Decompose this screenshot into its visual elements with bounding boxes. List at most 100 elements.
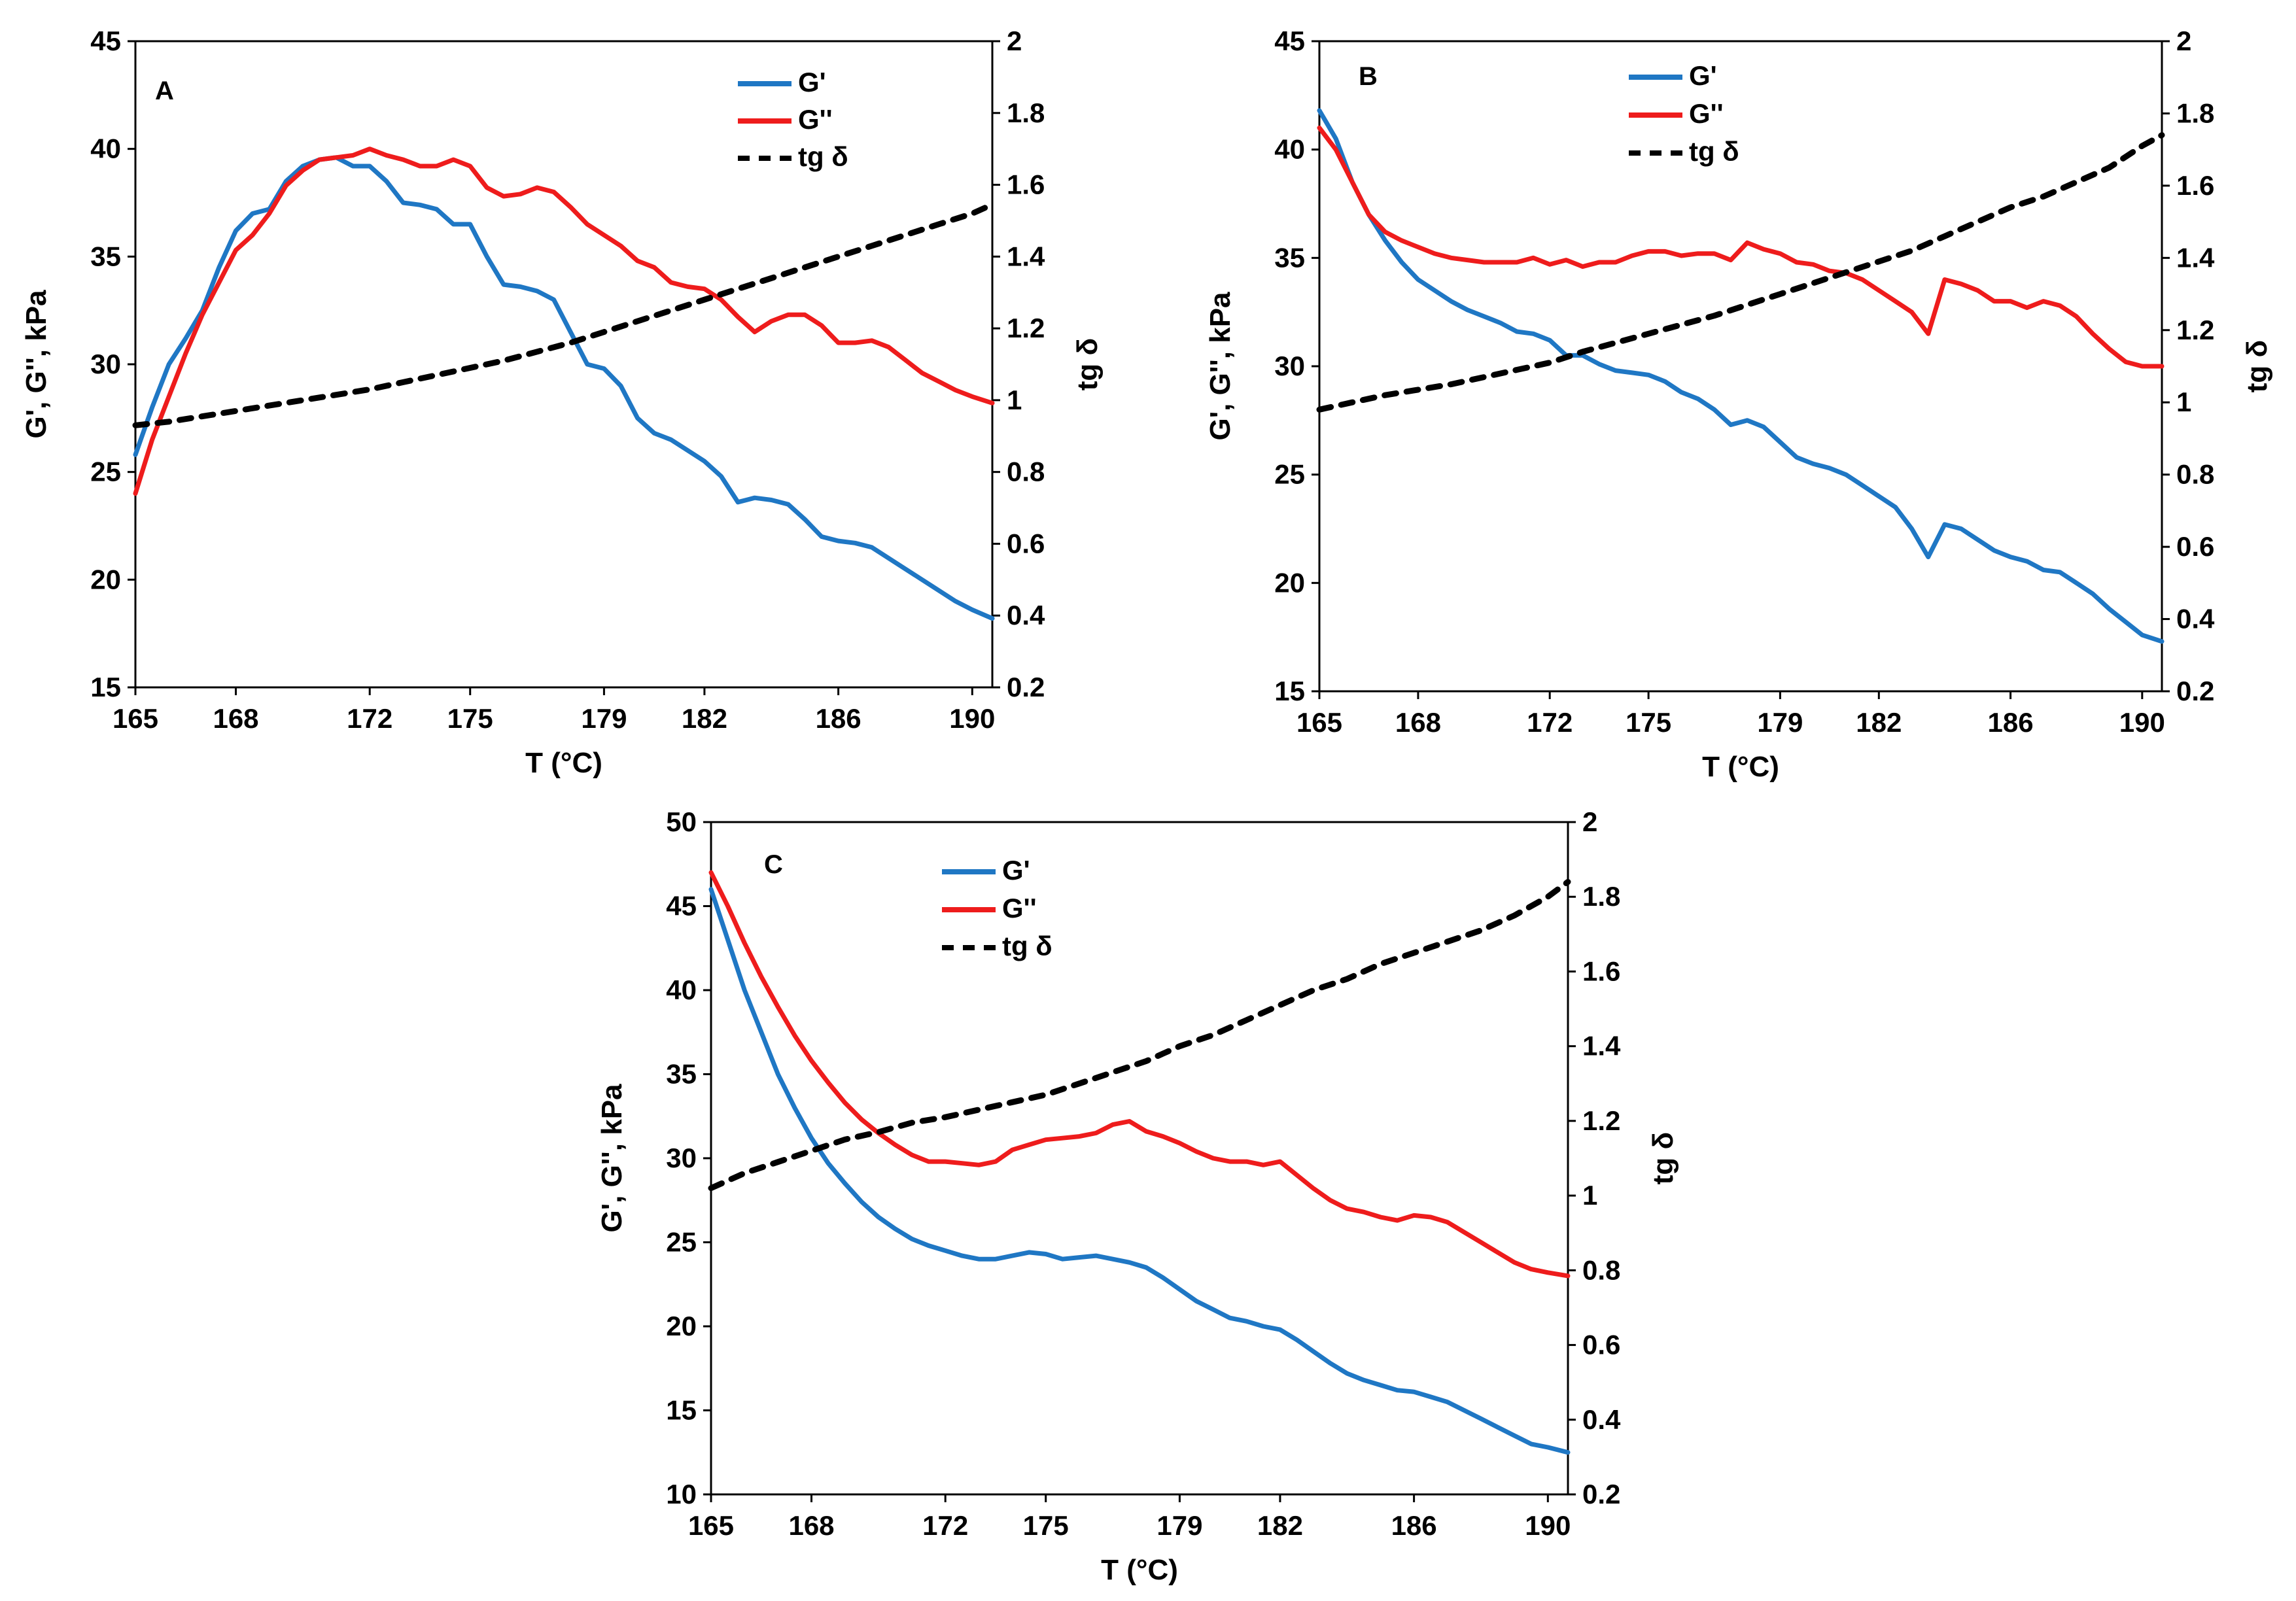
legend-label: G'' [1002,893,1037,923]
y-tick-label: 30 [1274,351,1305,381]
legend-label: tg δ [1689,136,1739,167]
y2-tick-label: 2 [2176,26,2191,56]
x-tick-label: 175 [1626,707,1671,738]
y-tick-label: 35 [90,241,121,271]
y2-tick-label: 1.8 [1007,97,1045,128]
x-tick-label: 179 [1157,1510,1202,1541]
y2-tick-label: 0.6 [1007,528,1045,559]
y2-tick-label: 0.4 [1582,1404,1621,1435]
series-line-g-prime [1317,108,2165,644]
y-tick-label: 10 [666,1479,697,1509]
y-tick-label: 20 [666,1311,697,1341]
x-tick-label: 190 [1525,1510,1571,1541]
y2-tick-label: 1.6 [1582,955,1620,986]
y2-axis-label: tg δ [1071,338,1104,390]
y2-tick-label: 0.4 [2176,604,2215,634]
x-tick-label: 168 [213,703,258,734]
y2-tick-label: 1.2 [1582,1105,1620,1136]
plot-frame [134,40,994,689]
x-tick-label: 165 [688,1510,734,1541]
x-tick-label: 182 [1856,707,1902,738]
x-axis-label: T (°C) [1101,1554,1178,1586]
x-tick-label: 175 [1023,1510,1069,1541]
y-tick-label: 20 [90,564,121,594]
series-line-tg-delta [132,201,996,428]
legend-label: G'' [1689,98,1724,129]
y2-tick-label: 0.6 [2176,531,2214,562]
y-tick-label: 15 [1274,676,1305,706]
y2-tick-label: 0.2 [1582,1479,1620,1509]
series-line-g-double-prime [1317,126,2165,369]
y-tick-label: 15 [666,1395,697,1426]
legend-label: G'' [798,104,833,135]
x-tick-label: 168 [788,1510,834,1541]
y-tick-label: 25 [666,1227,697,1258]
y2-tick-label: 1.8 [2176,97,2214,128]
series-line-tg-delta [1316,132,2165,413]
x-axis-label: T (°C) [1702,751,1779,783]
panel-label: B [1359,62,1378,91]
y-tick-label: 25 [90,456,121,487]
y-tick-label: 40 [90,133,121,164]
x-tick-label: 190 [2119,707,2165,738]
legend-label: G' [798,67,826,97]
x-tick-label: 175 [447,703,493,734]
y2-tick-label: 1.8 [1582,881,1620,912]
x-tick-label: 165 [1296,707,1342,738]
y2-axis-label: tg δ [2241,340,2273,392]
x-tick-label: 172 [922,1510,968,1541]
plot-frame [1318,40,2163,693]
y2-tick-label: 0.8 [1007,456,1045,487]
y-axis-label: G', G'', kPa [20,290,52,439]
y-tick-label: 20 [1274,567,1305,598]
y2-tick-label: 1.4 [1007,241,1045,271]
y-tick-label: 50 [666,806,697,837]
legend-label: G' [1689,60,1717,91]
y2-tick-label: 1.6 [1007,169,1045,200]
y2-axis-label: tg δ [1647,1132,1679,1184]
y-tick-label: 35 [1274,242,1305,273]
y2-tick-label: 1 [2176,387,2191,417]
y2-tick-label: 1.2 [1007,313,1045,343]
y2-tick-label: 1 [1007,385,1022,415]
x-tick-label: 190 [949,703,995,734]
y2-tick-label: 0.6 [1582,1330,1620,1360]
y2-tick-label: 1.4 [1582,1031,1621,1061]
chart-panel-b: 15 20 25 30 35 40 45 0.2 0.4 0.6 0.8 1 1.2 1.4 1.6 1.8 2… [1204,26,2273,783]
x-tick-label: 179 [581,703,627,734]
x-tick-label: 186 [1391,1510,1437,1541]
y-tick-label: 15 [90,672,121,702]
y-tick-label: 25 [1274,459,1305,490]
y2-tick-label: 1.6 [2176,170,2214,201]
x-axis-label: T (°C) [525,747,602,779]
x-tick-label: 186 [816,703,861,734]
y-tick-label: 30 [90,349,121,379]
x-tick-label: 172 [347,703,392,734]
y2-tick-label: 2 [1007,26,1022,56]
y2-tick-label: 0.2 [1007,672,1045,702]
x-tick-label: 168 [1395,707,1441,738]
panel-label: A [155,77,174,105]
y-tick-label: 30 [666,1143,697,1173]
x-tick-label: 165 [113,703,158,734]
y2-tick-label: 0.2 [2176,676,2214,706]
y2-tick-label: 2 [1582,806,1597,837]
y-tick-label: 40 [1274,134,1305,165]
series-line-g-double-prime [708,870,1571,1279]
series-line-tg-delta [708,878,1571,1192]
y2-tick-label: 1.2 [2176,315,2214,345]
legend-label: G' [1002,855,1030,886]
y-tick-label: 40 [666,974,697,1005]
chart-panel-a: 15 20 25 30 35 40 45 0.2 0.4 0.6 0.8 1 1.2 1.4 1.6 1.8 2… [20,26,1104,779]
y2-tick-label: 0.4 [1007,600,1045,630]
series-line-g-prime [708,887,1571,1455]
x-tick-label: 182 [682,703,727,734]
y-axis-label: G', G'', kPa [596,1084,628,1233]
y-tick-label: 35 [666,1059,697,1090]
y2-tick-label: 0.8 [1582,1254,1620,1285]
x-tick-label: 179 [1757,707,1803,738]
y-tick-label: 45 [90,26,121,56]
legend-label: tg δ [798,141,848,172]
legend-label: tg δ [1002,931,1052,961]
